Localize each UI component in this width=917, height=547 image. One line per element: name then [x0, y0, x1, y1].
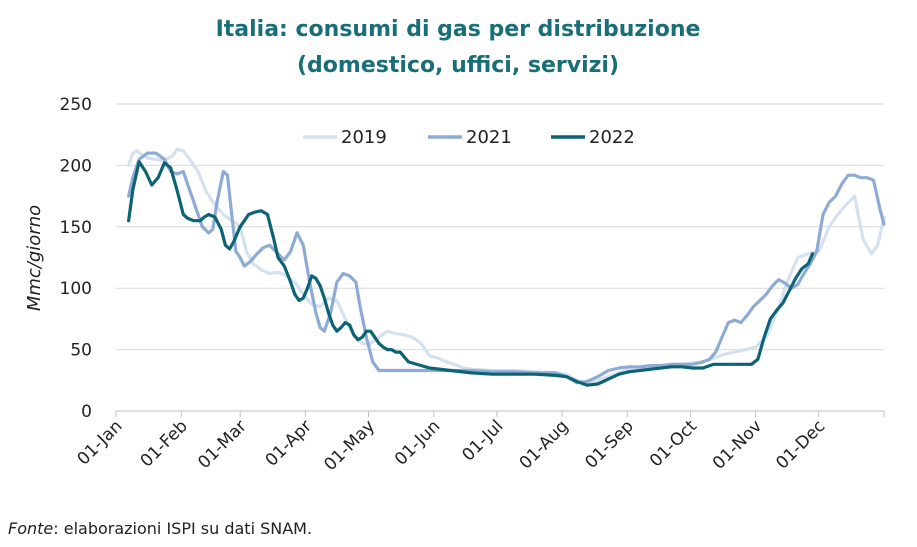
x-tick-label: 01-Aug	[516, 416, 573, 473]
series-lines	[127, 147, 886, 387]
y-tick-label: 150	[60, 218, 92, 238]
legend-label-2019: 2019	[341, 127, 387, 148]
series-line-2019	[127, 147, 886, 385]
y-axis-ticks: 0 50 100 150 200 250	[60, 95, 92, 422]
x-tick-label: 01-Jul	[458, 416, 507, 465]
x-tick-label: 01-Jan	[74, 416, 127, 469]
y-tick-label: 250	[60, 95, 92, 115]
series-line-2022	[127, 160, 815, 387]
x-tick-label: 01-Mar	[194, 416, 250, 472]
legend: 2019 2021 2022	[303, 127, 635, 148]
x-tick-label: 01-May	[320, 416, 379, 475]
source-note: Fonte: elaborazioni ISPI su dati SNAM.	[8, 519, 312, 538]
chart-title-line-2: (domestico, uffici, servizi)	[297, 53, 619, 78]
y-tick-label: 100	[60, 279, 92, 299]
y-axis-label: Mmc/giorno	[24, 205, 45, 311]
series-line-2021	[127, 151, 886, 385]
x-tick-label: 01-Nov	[709, 416, 766, 473]
gridlines	[116, 103, 884, 412]
x-tick-label: 01-Oct	[646, 416, 701, 471]
legend-label-2022: 2022	[589, 127, 635, 148]
y-tick-label: 50	[70, 341, 92, 361]
chart-title-line-1: Italia: consumi di gas per distribuzione	[216, 17, 701, 42]
x-tick-label: 01-Dec	[772, 416, 829, 473]
x-tick-label: 01-Feb	[137, 416, 192, 471]
y-tick-label: 0	[81, 402, 92, 422]
x-tick-label: 01-Jun	[391, 416, 444, 469]
x-axis-ticks: 01-Jan 01-Feb 01-Mar 01-Apr 01-May 01-Jun 01-J…	[74, 411, 885, 475]
source-text: : elaborazioni ISPI su dati SNAM.	[53, 519, 313, 538]
y-tick-label: 200	[60, 156, 92, 176]
x-tick-label: 01-Apr	[262, 416, 316, 470]
legend-label-2021: 2021	[466, 127, 512, 148]
x-tick-label: 01-Sep	[581, 416, 637, 472]
source-label: Fonte	[8, 519, 54, 538]
